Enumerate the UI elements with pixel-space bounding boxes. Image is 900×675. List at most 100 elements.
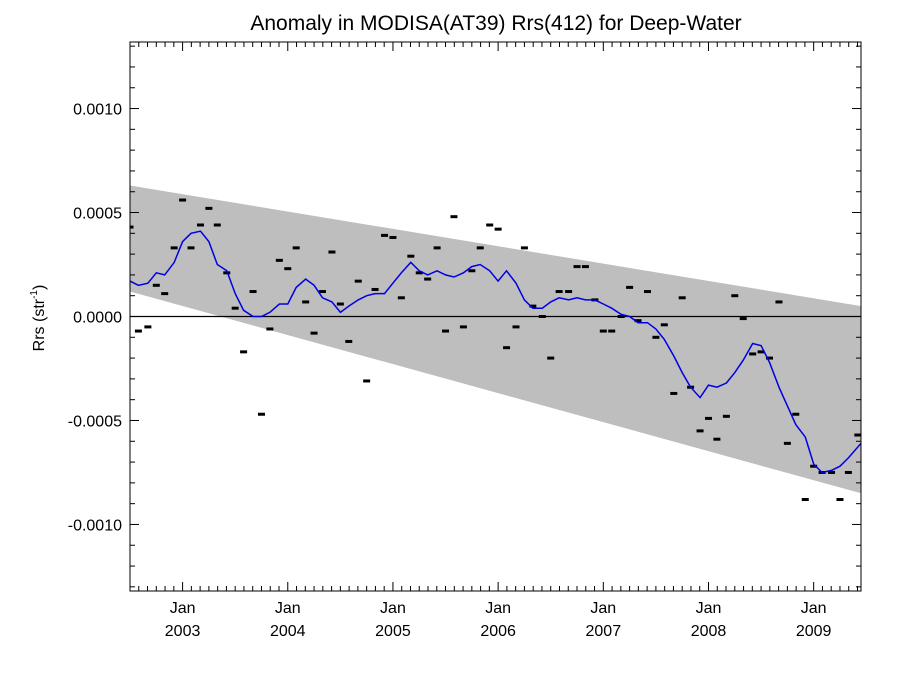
data-point (266, 327, 274, 331)
data-point (731, 294, 739, 298)
data-point (240, 350, 248, 354)
chart-title: Anomaly in MODISA(AT39) Rrs(412) for Dee… (250, 12, 741, 35)
data-point (407, 254, 415, 258)
data-point (442, 329, 450, 333)
data-point (494, 227, 502, 231)
data-point (581, 265, 589, 269)
data-point (792, 412, 800, 416)
smoothed-line (130, 230, 861, 474)
data-point (486, 223, 494, 227)
x-tick-label-month: Jan (275, 600, 301, 617)
data-point (415, 271, 423, 275)
data-point (468, 269, 476, 273)
x-tick-label-year: 2009 (796, 623, 832, 640)
y-tick-label: -0.0010 (68, 517, 122, 534)
data-point (424, 277, 432, 281)
data-point (836, 498, 844, 501)
data-point (130, 225, 134, 229)
data-point (608, 329, 616, 333)
x-tick-label-month: Jan (801, 600, 827, 617)
data-point (828, 470, 836, 474)
data-point (134, 329, 142, 333)
data-point (363, 379, 371, 383)
data-point (328, 250, 336, 254)
data-point (704, 416, 712, 420)
y-axis-label-superscript: -1 (29, 290, 40, 299)
y-axis-label-close: ) (31, 285, 48, 290)
data-point (187, 246, 195, 250)
data-point (318, 290, 326, 294)
data-point (213, 223, 221, 227)
data-point (161, 292, 169, 296)
x-tick-label-year: 2006 (480, 623, 516, 640)
envelope-band (130, 185, 861, 494)
data-point (810, 464, 818, 468)
data-point (844, 470, 852, 474)
data-point (713, 437, 721, 441)
y-axis-label: Rrs (str-1) (29, 285, 48, 352)
data-point (617, 315, 625, 318)
data-point (757, 350, 765, 354)
x-tick-label-month: Jan (696, 600, 722, 617)
axes: 0.0010 0.0005 0.0000 -0.0005 -0.0010 Jan 2003 J… (68, 41, 862, 640)
data-point (275, 258, 283, 262)
data-point (739, 317, 747, 321)
y-tick-label: 0.0005 (73, 206, 122, 223)
data-point (354, 279, 362, 283)
x-tick-label-year: 2005 (375, 623, 411, 640)
data-point (302, 300, 310, 304)
data-point (573, 265, 581, 269)
x-tick-label-month: Jan (170, 600, 196, 617)
y-axis-label-text: Rrs (str (31, 298, 48, 351)
data-point (696, 429, 704, 433)
data-point (310, 331, 318, 335)
data-point (389, 235, 397, 239)
data-point (854, 433, 861, 437)
data-point (459, 325, 467, 329)
data-point (152, 283, 160, 287)
data-point (381, 233, 389, 237)
data-point (231, 306, 239, 310)
data-point (170, 246, 178, 250)
data-point (520, 246, 528, 250)
x-tick-label-year: 2004 (270, 623, 306, 640)
data-point (599, 329, 607, 333)
x-tick-label-year: 2008 (691, 623, 727, 640)
data-point (565, 290, 573, 294)
data-point (144, 325, 152, 329)
data-point (643, 290, 651, 294)
plot-contents (130, 185, 861, 501)
y-tick-label: 0.0010 (73, 102, 122, 119)
data-point (801, 498, 809, 501)
data-point (397, 296, 405, 300)
data-point (722, 414, 730, 418)
data-point (179, 198, 187, 202)
data-point (555, 290, 563, 294)
data-point (450, 215, 458, 219)
data-point (670, 391, 678, 395)
data-point (652, 335, 660, 339)
data-point (765, 356, 773, 360)
data-point (538, 315, 546, 318)
data-point (775, 300, 783, 304)
data-point (529, 304, 537, 308)
data-point (371, 287, 379, 291)
plot-area (130, 185, 861, 501)
data-point (336, 302, 344, 306)
data-point (749, 352, 757, 356)
data-point (547, 356, 555, 360)
data-point (660, 323, 668, 327)
data-point (249, 290, 257, 294)
data-point (345, 339, 353, 343)
data-point (205, 206, 213, 210)
data-point (257, 412, 265, 416)
data-point (196, 223, 204, 227)
y-tick-label: 0.0000 (73, 310, 122, 327)
data-point (512, 325, 520, 329)
data-point (626, 285, 634, 289)
data-point (678, 296, 686, 300)
x-tick-label-month: Jan (590, 600, 616, 617)
data-point (284, 267, 292, 271)
x-tick-label-month: Jan (380, 600, 406, 617)
